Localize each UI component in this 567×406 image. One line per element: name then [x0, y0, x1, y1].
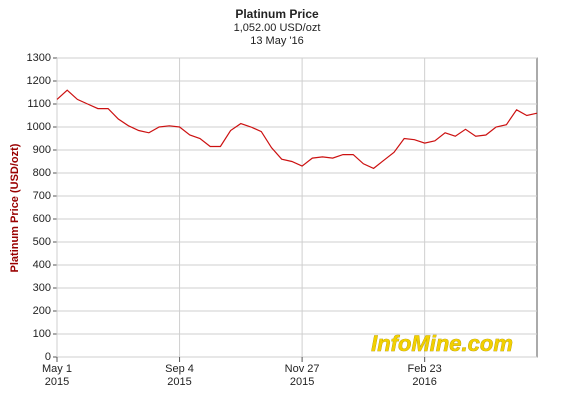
y-tick-label: 1100 — [27, 98, 51, 110]
y-tick-label: 1300 — [27, 52, 51, 64]
marks — [56, 89, 538, 170]
y-tick-label: 500 — [33, 236, 51, 248]
y-tick-label: 700 — [33, 190, 51, 202]
y-tick-label: 1000 — [27, 121, 51, 133]
x-tick-label: 2015 — [290, 376, 314, 388]
y-tick-label: 1200 — [27, 75, 51, 87]
x-tick-label: Sep 4 — [165, 363, 194, 375]
chart-title: Platinum Price — [235, 7, 319, 21]
x-tick-label: Feb 23 — [408, 363, 442, 375]
y-axis-label: Platinum Price (USD/ozt) — [9, 143, 21, 272]
price-line — [56, 89, 538, 170]
x-tick-label: 2015 — [167, 376, 191, 388]
y-tick-label: 100 — [33, 328, 51, 340]
y-tick-label: 400 — [33, 259, 51, 271]
date-label: 13 May '16 — [250, 35, 303, 47]
x-tick-label: May 1 — [42, 363, 72, 375]
x-tick-label: 2015 — [45, 376, 69, 388]
y-tick-label: 800 — [33, 167, 51, 179]
y-tick-label: 600 — [33, 213, 51, 225]
y-tick-label: 900 — [33, 144, 51, 156]
x-tick-label: Nov 27 — [285, 363, 320, 375]
y-tick-label: 200 — [33, 305, 51, 317]
plot-frame — [56, 57, 538, 358]
x-tick-label: 2016 — [412, 376, 436, 388]
y-tick-label: 300 — [33, 282, 51, 294]
grid — [53, 57, 537, 362]
chart-subtitle: 1,052.00 USD/ozt — [234, 22, 321, 34]
y-tick-label: 0 — [45, 351, 51, 363]
watermark: InfoMine.com — [371, 331, 513, 356]
